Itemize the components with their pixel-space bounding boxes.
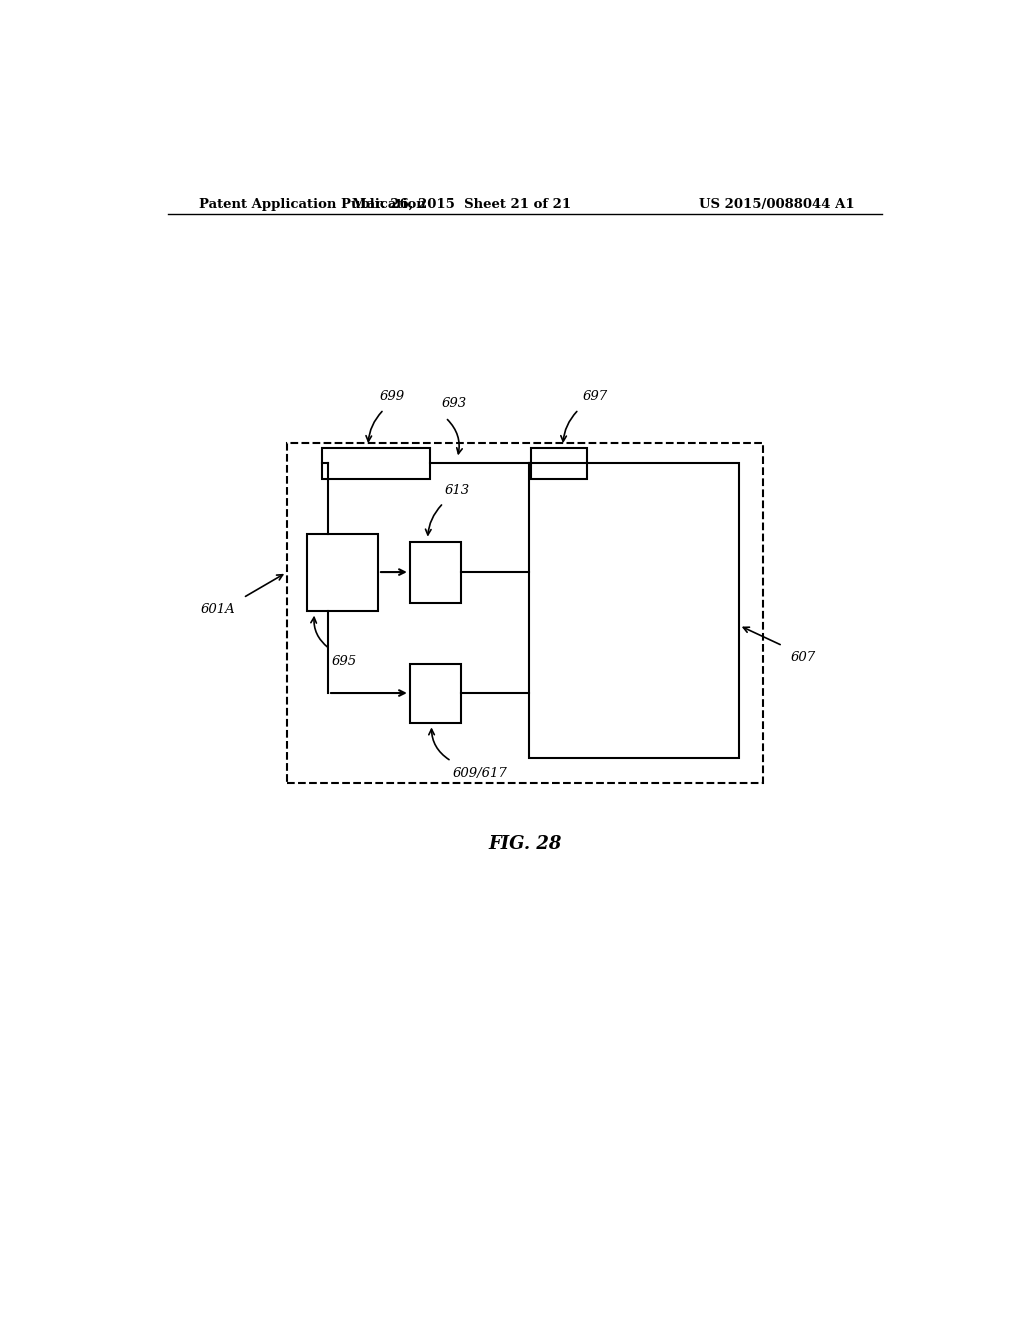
- Text: Mar. 26, 2015  Sheet 21 of 21: Mar. 26, 2015 Sheet 21 of 21: [352, 198, 570, 211]
- Text: 609/617: 609/617: [453, 767, 508, 780]
- Text: 601A: 601A: [201, 603, 236, 616]
- Bar: [410, 541, 461, 602]
- Bar: [287, 444, 763, 784]
- Bar: [410, 664, 461, 722]
- Text: US 2015/0088044 A1: US 2015/0088044 A1: [699, 198, 855, 211]
- Text: FIG. 28: FIG. 28: [488, 836, 561, 854]
- Text: 699: 699: [380, 391, 406, 404]
- Text: Patent Application Publication: Patent Application Publication: [200, 198, 426, 211]
- Text: 697: 697: [583, 391, 608, 404]
- Text: 613: 613: [445, 484, 470, 496]
- Bar: [531, 447, 587, 479]
- Bar: [528, 463, 739, 758]
- Text: 693: 693: [441, 397, 467, 411]
- Text: 695: 695: [332, 656, 357, 668]
- Bar: [306, 535, 378, 611]
- Bar: [323, 447, 430, 479]
- Text: 607: 607: [791, 651, 816, 664]
